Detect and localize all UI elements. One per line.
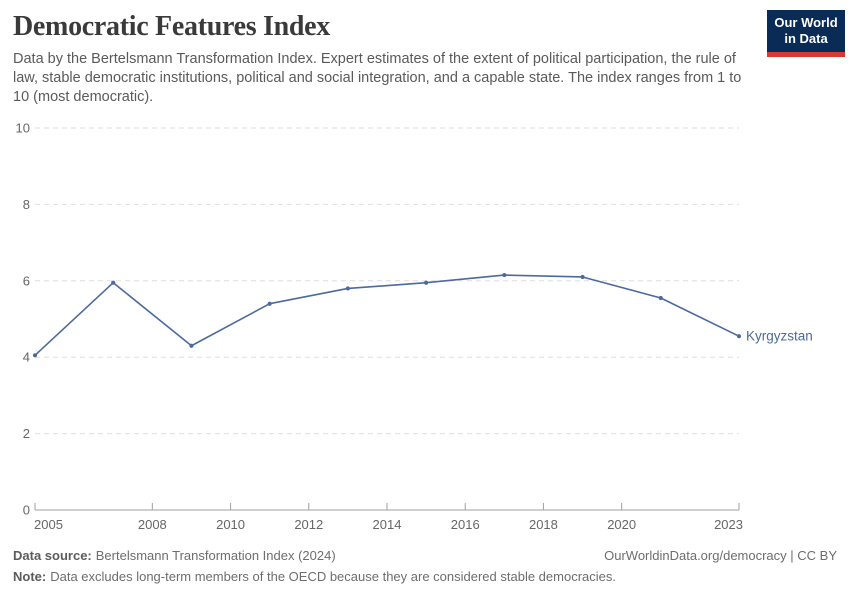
- x-tick-label: 2020: [607, 517, 636, 532]
- data-point[interactable]: [189, 343, 194, 348]
- x-tick-label: 2023: [714, 517, 743, 532]
- y-tick-label: 4: [23, 350, 30, 365]
- page-title: Democratic Features Index: [13, 11, 331, 42]
- data-point[interactable]: [502, 272, 507, 278]
- x-tick-label: 2008: [138, 517, 167, 532]
- owid-license-link[interactable]: OurWorldinData.org/democracy | CC BY: [604, 548, 837, 563]
- y-tick-label: 8: [23, 197, 30, 212]
- data-point[interactable]: [111, 280, 116, 285]
- x-tick-label: 2014: [373, 517, 402, 532]
- data-point[interactable]: [580, 274, 585, 280]
- footer-row-source: Data source: Bertelsmann Transformation I…: [13, 548, 837, 564]
- data-source: Data source: Bertelsmann Transformation I…: [13, 548, 336, 564]
- footer-row-note: Note: Data excludes long-term members of …: [13, 569, 837, 585]
- note-label: Note:: [13, 569, 47, 584]
- x-tick-label: 2012: [294, 517, 323, 532]
- data-point[interactable]: [32, 353, 38, 358]
- series-label[interactable]: Kyrgyzstan: [746, 329, 813, 344]
- data-point[interactable]: [736, 334, 742, 339]
- x-tick-label: 2016: [451, 517, 480, 532]
- data-point[interactable]: [658, 295, 663, 301]
- data-point[interactable]: [267, 301, 272, 306]
- x-tick-label: 2005: [34, 517, 63, 532]
- x-tick-label: 2018: [529, 517, 558, 532]
- owid-logo-line2: in Data: [784, 31, 828, 46]
- note-text: Data excludes long-term members of the O…: [50, 569, 616, 584]
- owid-logo[interactable]: Our World in Data: [767, 10, 845, 57]
- y-tick-label: 6: [23, 273, 30, 288]
- data-source-label: Data source:: [13, 548, 92, 563]
- y-tick-label: 10: [16, 121, 30, 136]
- chart-subtitle: Data by the Bertelsmann Transformation I…: [13, 51, 742, 105]
- y-tick-label: 2: [23, 426, 30, 441]
- owid-logo-line1: Our World: [774, 15, 838, 30]
- x-tick-label: 2010: [216, 517, 245, 532]
- data-point[interactable]: [345, 286, 350, 291]
- series-line[interactable]: [34, 274, 740, 357]
- data-source-text: Bertelsmann Transformation Index (2024): [95, 548, 336, 563]
- note: Note: Data excludes long-term members of …: [13, 569, 616, 585]
- y-tick-label: 0: [23, 503, 30, 518]
- data-point[interactable]: [424, 280, 429, 285]
